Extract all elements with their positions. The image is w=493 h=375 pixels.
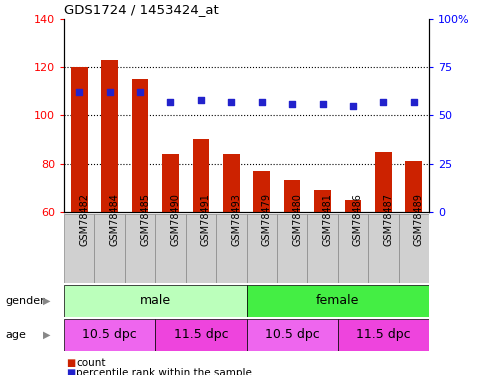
Bar <box>375 152 391 212</box>
Text: GSM78491: GSM78491 <box>201 193 211 246</box>
Bar <box>71 67 88 212</box>
Text: GSM78479: GSM78479 <box>262 193 272 246</box>
Text: 10.5 dpc: 10.5 dpc <box>265 328 319 341</box>
Bar <box>338 214 368 283</box>
Text: GSM78481: GSM78481 <box>322 193 332 246</box>
Point <box>288 101 296 107</box>
Text: GSM78482: GSM78482 <box>79 193 89 246</box>
Bar <box>314 190 331 212</box>
Point <box>318 101 326 107</box>
Bar <box>64 319 155 351</box>
Text: GSM78490: GSM78490 <box>171 193 180 246</box>
Bar <box>186 214 216 283</box>
Text: GSM78493: GSM78493 <box>231 193 241 246</box>
Text: ■: ■ <box>67 368 76 375</box>
Bar <box>398 214 429 283</box>
Text: female: female <box>316 294 359 307</box>
Point <box>136 89 144 95</box>
Bar <box>64 214 95 283</box>
Bar <box>216 214 246 283</box>
Bar <box>102 60 118 212</box>
Bar <box>64 285 246 317</box>
Text: 10.5 dpc: 10.5 dpc <box>82 328 137 341</box>
Bar <box>132 79 148 212</box>
Text: GSM78489: GSM78489 <box>414 193 423 246</box>
Bar <box>193 140 209 212</box>
Point <box>75 89 83 95</box>
Bar <box>246 214 277 283</box>
Text: ▶: ▶ <box>43 296 51 306</box>
Text: count: count <box>76 358 106 368</box>
Text: 11.5 dpc: 11.5 dpc <box>174 328 228 341</box>
Text: male: male <box>140 294 171 307</box>
Text: gender: gender <box>5 296 45 306</box>
Bar <box>95 214 125 283</box>
Bar <box>307 214 338 283</box>
Text: GSM78486: GSM78486 <box>353 193 363 246</box>
Point <box>106 89 113 95</box>
Bar <box>277 214 307 283</box>
Bar <box>246 319 338 351</box>
Text: 11.5 dpc: 11.5 dpc <box>356 328 411 341</box>
Text: GSM78485: GSM78485 <box>140 193 150 246</box>
Bar <box>155 214 186 283</box>
Bar <box>155 319 246 351</box>
Text: percentile rank within the sample: percentile rank within the sample <box>76 368 252 375</box>
Bar <box>284 180 300 212</box>
Bar <box>253 171 270 212</box>
Bar <box>125 214 155 283</box>
Bar <box>338 319 429 351</box>
Text: GDS1724 / 1453424_at: GDS1724 / 1453424_at <box>64 3 219 16</box>
Point <box>410 99 418 105</box>
Point <box>349 103 357 109</box>
Text: GSM78484: GSM78484 <box>109 193 120 246</box>
Text: ■: ■ <box>67 358 76 368</box>
Point <box>258 99 266 105</box>
Bar <box>368 214 398 283</box>
Bar <box>405 161 422 212</box>
Bar <box>162 154 179 212</box>
Bar <box>246 285 429 317</box>
Text: GSM78487: GSM78487 <box>384 193 393 246</box>
Text: GSM78480: GSM78480 <box>292 193 302 246</box>
Text: age: age <box>5 330 26 340</box>
Point <box>380 99 387 105</box>
Point <box>227 99 235 105</box>
Point <box>197 97 205 103</box>
Bar <box>223 154 240 212</box>
Text: ▶: ▶ <box>43 330 51 340</box>
Bar <box>345 200 361 212</box>
Point <box>167 99 175 105</box>
